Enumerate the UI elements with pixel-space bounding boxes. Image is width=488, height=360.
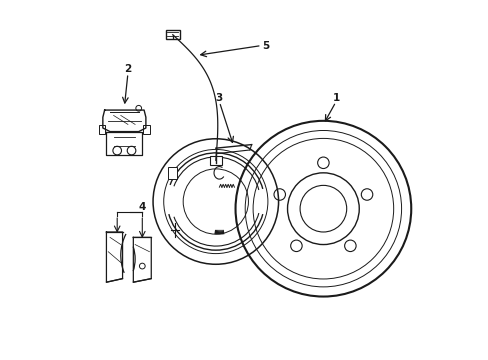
FancyBboxPatch shape (143, 126, 150, 134)
FancyBboxPatch shape (167, 167, 177, 179)
FancyBboxPatch shape (99, 126, 105, 134)
Text: 3: 3 (215, 93, 223, 103)
Text: 2: 2 (124, 64, 131, 74)
Text: 5: 5 (262, 41, 269, 50)
Text: 4: 4 (138, 202, 146, 212)
FancyBboxPatch shape (209, 156, 222, 165)
Text: 1: 1 (332, 93, 339, 103)
FancyBboxPatch shape (165, 30, 180, 39)
